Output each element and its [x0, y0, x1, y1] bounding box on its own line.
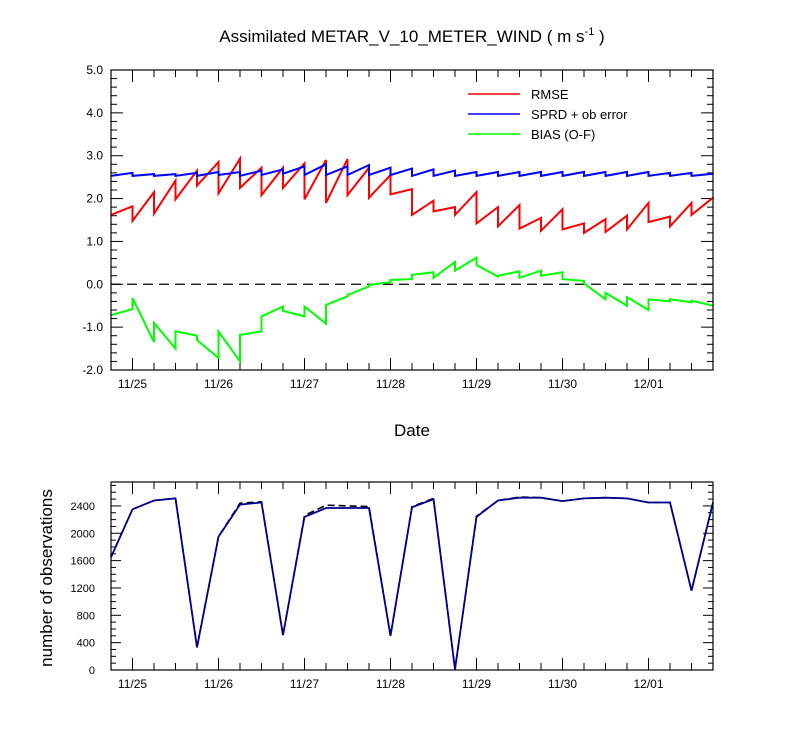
top-x-tick-label: 12/01 [633, 377, 663, 391]
series-line-1 [110, 162, 714, 178]
legend-label-1: SPRD + ob error [531, 107, 628, 122]
obs-line-0 [110, 496, 714, 670]
bottom-x-tick-label: 11/25 [118, 677, 147, 691]
top-x-tick-label: 11/30 [548, 377, 577, 391]
top-y-tick-label: -1.0 [82, 320, 103, 334]
legend-label-2: BIAS (O-F) [531, 127, 595, 142]
bottom-y-tick-label: 1600 [71, 556, 95, 568]
bottom-y-axis-label: number of observations [37, 489, 56, 667]
bottom-y-tick-label: 0 [89, 665, 95, 677]
top-y-tick-label: 1.0 [86, 234, 103, 248]
top-y-tick-label: 0.0 [86, 277, 103, 291]
top-plot-frame [110, 69, 714, 371]
legend-label-0: RMSE [531, 87, 569, 102]
top-x-tick-label: 11/28 [376, 377, 405, 391]
bottom-x-tick-label: 12/01 [633, 677, 663, 691]
top-y-tick-label: 2.0 [86, 192, 103, 206]
top-y-tick-label: 4.0 [86, 106, 103, 120]
top-x-tick-label: 11/25 [118, 377, 147, 391]
bottom-y-tick-label: 400 [77, 638, 95, 650]
bottom-x-tick-label: 11/30 [548, 677, 577, 691]
bottom-y-tick-label: 2400 [71, 501, 95, 513]
bottom-x-tick-label: 11/26 [204, 677, 233, 691]
bottom-chart: 0 400 800 1200 1600 2000 2400 11/25 11/26 11/27 11… [71, 481, 714, 691]
chart-title: Assimilated METAR_V_10_METER_WIND ( m s-… [219, 26, 604, 46]
top-y-tick-label: 5.0 [86, 63, 103, 77]
top-chart: -2.0 -1.0 0.0 1.0 2.0 3.0 4.0 5.0 11/25 11/26 11/2… [82, 63, 714, 391]
top-x-tick-label: 11/26 [204, 377, 233, 391]
bottom-x-tick-label: 11/27 [290, 677, 319, 691]
obs-line-1 [110, 496, 714, 670]
top-x-tick-label: 11/27 [290, 377, 319, 391]
series-line-0 [110, 155, 714, 235]
bottom-plot-frame [110, 481, 714, 671]
top-x-tick-label: 11/29 [462, 377, 491, 391]
bottom-y-tick-label: 1200 [71, 583, 95, 595]
top-y-tick-label: -2.0 [82, 363, 103, 377]
bottom-y-tick-label: 2000 [71, 528, 95, 540]
series-line-2 [110, 255, 714, 365]
top-x-axis-label: Date [394, 421, 430, 440]
bottom-x-tick-label: 11/28 [376, 677, 405, 691]
bottom-y-tick-label: 800 [77, 610, 95, 622]
bottom-x-tick-label: 11/29 [462, 677, 491, 691]
top-y-tick-label: 3.0 [86, 149, 103, 163]
